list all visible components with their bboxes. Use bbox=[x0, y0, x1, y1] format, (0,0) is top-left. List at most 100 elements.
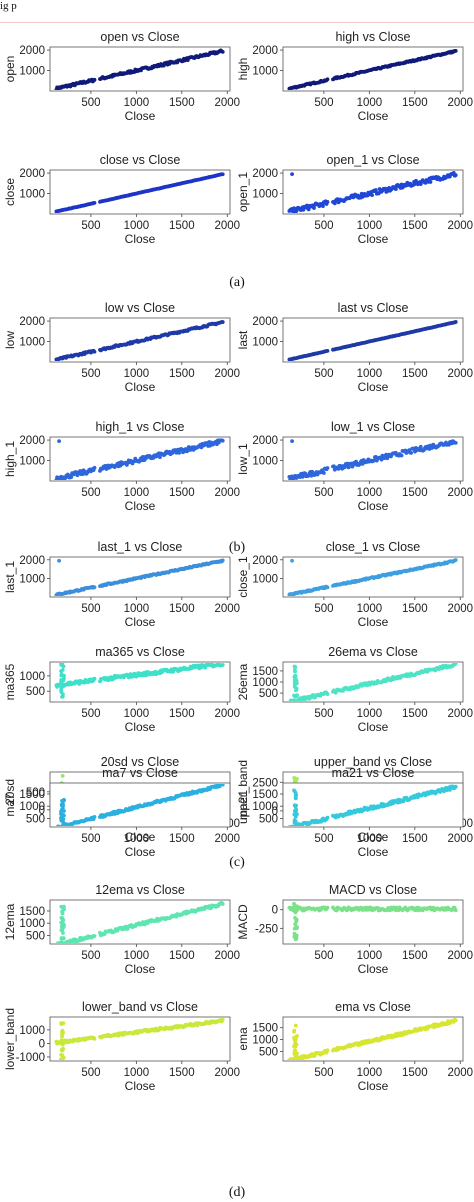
x-tick-label: 1500 bbox=[402, 603, 428, 615]
y-tick-label: 500 bbox=[26, 813, 45, 825]
x-tick-label: 2000 bbox=[447, 950, 473, 962]
x-tick-label: 1000 bbox=[357, 833, 383, 845]
subplot-title: 12ema vs Close bbox=[95, 883, 185, 897]
data-point bbox=[61, 904, 66, 909]
x-tick-label: 2000 bbox=[214, 487, 240, 499]
data-point bbox=[385, 456, 390, 461]
data-point bbox=[325, 585, 330, 590]
data-point bbox=[220, 663, 225, 667]
data-point bbox=[92, 200, 97, 205]
y-axis-label: open bbox=[3, 56, 17, 83]
y-tick-label: 1000 bbox=[19, 337, 45, 349]
x-tick-label: 500 bbox=[314, 368, 333, 380]
y-tick-label: 2000 bbox=[252, 316, 278, 328]
data-point bbox=[61, 682, 66, 687]
data-point bbox=[325, 692, 330, 697]
data-point bbox=[292, 206, 296, 211]
data-point bbox=[292, 1028, 297, 1033]
data-point bbox=[61, 931, 65, 935]
y-axis-label: 20sd bbox=[3, 779, 17, 805]
point-group bbox=[54, 48, 225, 90]
data-point bbox=[69, 475, 74, 480]
data-point bbox=[92, 349, 97, 354]
data-point bbox=[325, 1048, 330, 1053]
x-axis-label: Close bbox=[358, 830, 389, 844]
y-tick-label: 1000 bbox=[252, 66, 278, 78]
y-tick-label: 2000 bbox=[19, 45, 45, 57]
data-point bbox=[60, 813, 65, 818]
y-tick-label: 1000 bbox=[19, 456, 45, 468]
x-tick-label: 1000 bbox=[357, 368, 383, 380]
x-tick-label: 1000 bbox=[124, 833, 150, 845]
data-point bbox=[294, 919, 299, 924]
x-axis-label: Close bbox=[358, 109, 389, 123]
data-point bbox=[293, 908, 298, 913]
data-point bbox=[61, 817, 66, 822]
y-axis-label: low bbox=[3, 331, 17, 349]
x-tick-label: 1000 bbox=[357, 220, 383, 232]
subplot-title: ma365 vs Close bbox=[95, 645, 185, 659]
y-axis-label: open_1 bbox=[236, 172, 250, 212]
y-axis-label: 26ema bbox=[236, 663, 250, 700]
y-tick-label: 500 bbox=[259, 688, 278, 700]
data-point bbox=[453, 440, 458, 445]
x-tick-label: 500 bbox=[81, 97, 100, 109]
point-group bbox=[287, 320, 458, 361]
data-point bbox=[158, 455, 162, 460]
x-axis-label: Close bbox=[358, 1079, 389, 1093]
x-tick-label: 1000 bbox=[124, 487, 150, 499]
data-point bbox=[428, 180, 433, 184]
data-point bbox=[325, 199, 330, 204]
data-point bbox=[220, 1018, 225, 1022]
y-tick-label: 500 bbox=[26, 686, 45, 698]
data-point bbox=[321, 204, 325, 209]
subplot-last: last vs Close 500 1000 1500 2000 1000 2000 Clos… bbox=[236, 301, 473, 394]
x-axis-label: Close bbox=[125, 109, 156, 123]
x-axis-label: Close bbox=[125, 845, 156, 859]
y-tick-label: 2500 bbox=[252, 777, 278, 789]
x-tick-label: 500 bbox=[81, 950, 100, 962]
data-point bbox=[292, 664, 297, 669]
x-tick-label: 1500 bbox=[169, 603, 195, 615]
point-group bbox=[287, 48, 458, 90]
data-point bbox=[290, 172, 294, 176]
x-tick-label: 1000 bbox=[357, 708, 383, 720]
subplot-title: 26ema vs Close bbox=[328, 645, 418, 659]
x-tick-label: 1000 bbox=[357, 97, 383, 109]
data-point bbox=[321, 471, 326, 475]
data-point bbox=[220, 438, 225, 443]
y-axis-label: ma365 bbox=[3, 663, 17, 700]
data-point bbox=[60, 1029, 65, 1034]
x-tick-label: 1000 bbox=[357, 603, 383, 615]
data-point bbox=[293, 790, 298, 794]
subplot-low: low vs Close 500 1000 1500 2000 1000 2000 Close… bbox=[3, 301, 240, 394]
x-axis-label: Close bbox=[125, 720, 156, 734]
y-axis-label: MACD bbox=[236, 904, 250, 940]
x-tick-label: 1500 bbox=[169, 368, 195, 380]
y-tick-label: -250 bbox=[255, 923, 278, 935]
y-tick-label: 0 bbox=[39, 805, 45, 817]
x-tick-label: 1500 bbox=[402, 833, 428, 845]
data-point bbox=[294, 936, 299, 941]
point-group bbox=[54, 1018, 225, 1060]
x-axis-label: Close bbox=[125, 499, 156, 513]
data-point bbox=[290, 439, 294, 443]
data-point bbox=[290, 827, 294, 831]
data-point bbox=[220, 172, 225, 177]
x-tick-label: 1500 bbox=[169, 950, 195, 962]
data-point bbox=[60, 803, 65, 807]
data-point bbox=[293, 683, 297, 688]
x-tick-label: 1500 bbox=[402, 368, 428, 380]
data-point bbox=[294, 793, 299, 798]
data-point bbox=[59, 1021, 64, 1026]
data-point bbox=[171, 669, 176, 674]
data-point bbox=[59, 1038, 64, 1043]
point-group bbox=[54, 172, 225, 213]
data-point bbox=[325, 905, 330, 910]
data-point bbox=[399, 453, 404, 458]
data-point bbox=[59, 685, 64, 689]
data-point bbox=[59, 928, 64, 932]
data-point bbox=[60, 667, 65, 672]
subplot-title: high vs Close bbox=[335, 30, 410, 44]
data-point bbox=[62, 676, 66, 681]
